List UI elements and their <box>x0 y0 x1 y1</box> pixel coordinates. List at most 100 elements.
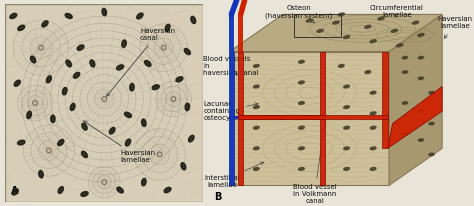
Ellipse shape <box>254 147 259 150</box>
Text: Interstitial
lamellae: Interstitial lamellae <box>204 162 264 188</box>
Text: Haversian
lamellae: Haversian lamellae <box>83 121 155 163</box>
Ellipse shape <box>130 83 134 91</box>
Text: Blood vessel
in Volkmann
canal: Blood vessel in Volkmann canal <box>293 121 337 204</box>
Circle shape <box>161 45 166 50</box>
Ellipse shape <box>299 147 304 150</box>
Ellipse shape <box>58 139 64 146</box>
Text: Circumferential
lamellae: Circumferential lamellae <box>370 5 424 18</box>
Ellipse shape <box>344 126 349 129</box>
Ellipse shape <box>370 112 376 115</box>
Ellipse shape <box>125 139 131 146</box>
Ellipse shape <box>254 64 259 67</box>
Ellipse shape <box>66 60 72 67</box>
Ellipse shape <box>10 13 17 19</box>
Ellipse shape <box>125 112 131 118</box>
Ellipse shape <box>117 65 124 70</box>
Ellipse shape <box>152 85 159 90</box>
Ellipse shape <box>82 123 87 130</box>
Ellipse shape <box>46 76 52 83</box>
Ellipse shape <box>370 40 376 43</box>
Ellipse shape <box>344 147 349 150</box>
Ellipse shape <box>254 126 259 129</box>
Ellipse shape <box>299 126 304 129</box>
Ellipse shape <box>397 44 403 47</box>
Ellipse shape <box>90 60 95 67</box>
Ellipse shape <box>77 45 84 50</box>
Circle shape <box>102 180 107 185</box>
Text: Haversian
canal: Haversian canal <box>107 28 175 96</box>
Ellipse shape <box>189 135 194 142</box>
Ellipse shape <box>365 25 371 28</box>
Ellipse shape <box>412 21 419 24</box>
Ellipse shape <box>333 21 339 24</box>
Ellipse shape <box>142 119 146 126</box>
Ellipse shape <box>185 103 190 111</box>
Ellipse shape <box>344 85 349 88</box>
Ellipse shape <box>370 167 376 170</box>
Ellipse shape <box>391 29 398 32</box>
Ellipse shape <box>165 24 170 32</box>
Text: B: B <box>214 192 221 202</box>
Ellipse shape <box>344 106 349 109</box>
Ellipse shape <box>42 21 48 27</box>
Ellipse shape <box>370 126 376 129</box>
Ellipse shape <box>65 13 72 19</box>
Ellipse shape <box>370 91 376 94</box>
Ellipse shape <box>370 147 376 150</box>
Circle shape <box>102 97 107 101</box>
Circle shape <box>157 152 162 157</box>
Ellipse shape <box>429 122 434 125</box>
Ellipse shape <box>418 56 424 59</box>
Ellipse shape <box>402 71 408 73</box>
Ellipse shape <box>299 81 304 84</box>
Ellipse shape <box>429 91 434 94</box>
Ellipse shape <box>378 17 384 20</box>
Ellipse shape <box>299 60 304 63</box>
Ellipse shape <box>338 64 344 67</box>
Ellipse shape <box>58 187 64 193</box>
Ellipse shape <box>184 48 191 55</box>
Ellipse shape <box>164 187 171 193</box>
Circle shape <box>33 101 37 105</box>
Ellipse shape <box>317 29 323 32</box>
Ellipse shape <box>137 13 143 19</box>
Ellipse shape <box>122 40 126 47</box>
Ellipse shape <box>254 167 259 170</box>
Ellipse shape <box>429 153 434 156</box>
Ellipse shape <box>402 102 408 104</box>
Ellipse shape <box>81 192 88 196</box>
Ellipse shape <box>18 25 25 30</box>
Ellipse shape <box>191 16 196 23</box>
Ellipse shape <box>51 115 55 123</box>
Ellipse shape <box>299 102 304 104</box>
Ellipse shape <box>142 178 146 186</box>
Ellipse shape <box>109 127 115 134</box>
Ellipse shape <box>63 88 67 95</box>
Ellipse shape <box>418 34 424 36</box>
Polygon shape <box>388 87 442 148</box>
Ellipse shape <box>14 80 20 86</box>
Ellipse shape <box>402 56 408 59</box>
Circle shape <box>38 45 43 50</box>
Text: Lacunae
containing
osteocytes: Lacunae containing osteocytes <box>203 101 258 121</box>
Ellipse shape <box>254 85 259 88</box>
Polygon shape <box>389 14 442 185</box>
Ellipse shape <box>27 111 31 118</box>
Polygon shape <box>230 52 389 185</box>
Ellipse shape <box>102 8 107 16</box>
Ellipse shape <box>306 19 312 22</box>
Ellipse shape <box>70 103 75 111</box>
Ellipse shape <box>18 140 25 145</box>
Ellipse shape <box>117 187 123 193</box>
Ellipse shape <box>344 167 349 170</box>
Ellipse shape <box>145 61 151 66</box>
Ellipse shape <box>82 151 87 158</box>
Ellipse shape <box>418 77 424 80</box>
Ellipse shape <box>39 171 43 178</box>
Polygon shape <box>230 14 442 52</box>
Ellipse shape <box>30 56 36 63</box>
Text: Haversian
lamellae: Haversian lamellae <box>438 16 473 38</box>
Ellipse shape <box>418 110 424 112</box>
Text: Blood vessels
in
haversian canal: Blood vessels in haversian canal <box>203 56 259 76</box>
Ellipse shape <box>402 133 408 135</box>
